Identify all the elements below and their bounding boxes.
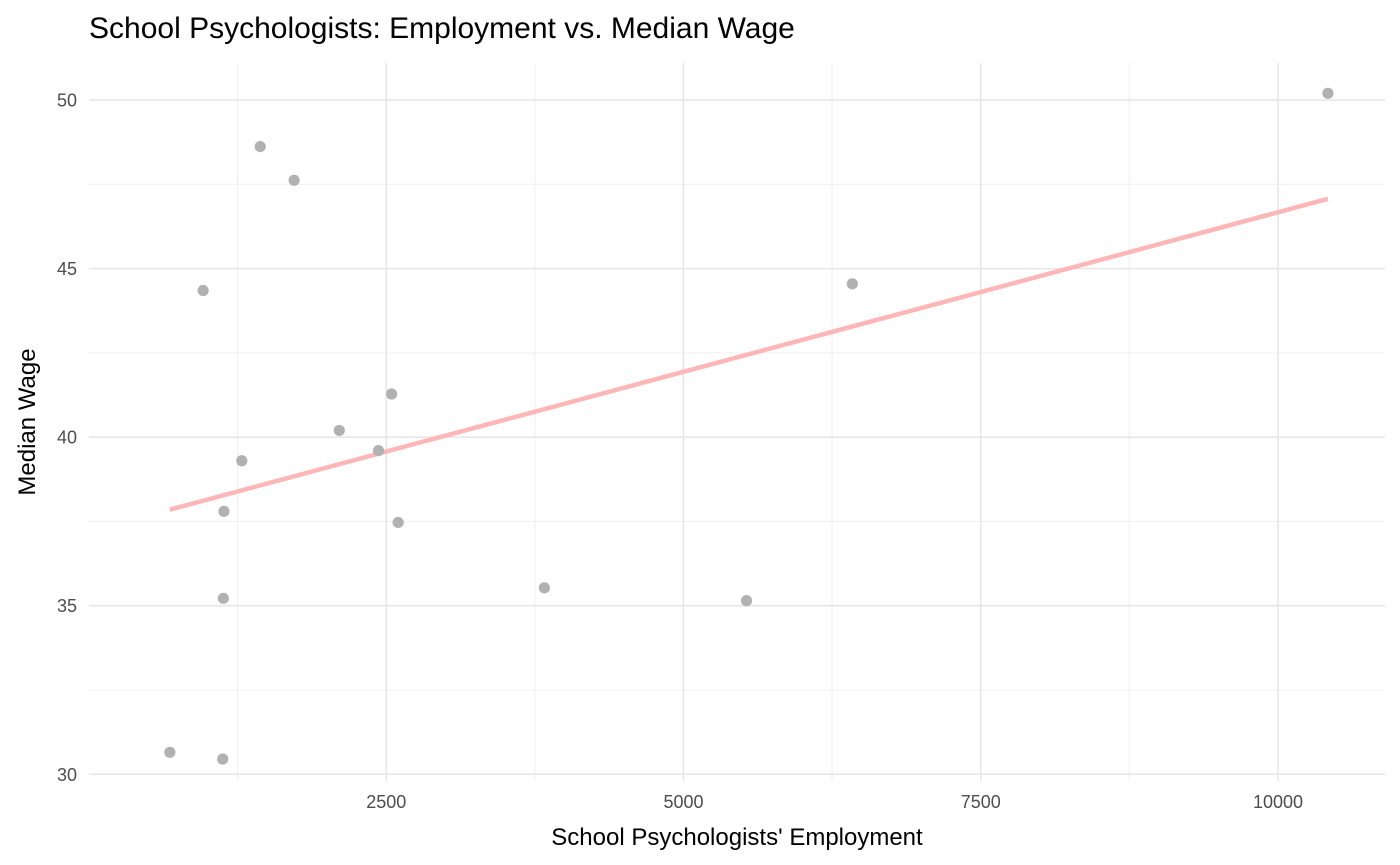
- y-tick-label-4: 50: [57, 91, 77, 111]
- y-axis-tick-labels: 30 35 40 45 50: [57, 91, 77, 785]
- y-tick-label-1: 35: [57, 596, 77, 616]
- data-point-5: [236, 455, 248, 467]
- y-tick-label-3: 45: [57, 259, 77, 279]
- data-point-9: [372, 445, 385, 457]
- x-axis-tick-labels: 2500 5000 7500 10000: [366, 792, 1303, 812]
- data-point-11: [392, 516, 404, 529]
- major-gridlines-x: [385, 63, 1279, 781]
- data-point-2: [197, 284, 209, 297]
- x-axis-label: School Psychologists' Employment: [551, 824, 923, 851]
- y-tick-label-0: 30: [57, 765, 77, 785]
- data-point-14: [846, 278, 858, 290]
- data-points: [164, 87, 1334, 765]
- chart-title: School Psychologists: Employment vs. Med…: [89, 12, 795, 45]
- data-point-0: [164, 746, 176, 758]
- x-tick-label-2: 7500: [961, 792, 1001, 812]
- minor-gridlines-x: [237, 63, 1130, 781]
- major-gridlines-y: [89, 99, 1385, 776]
- y-tick-label-2: 40: [57, 428, 77, 448]
- data-point-7: [217, 592, 229, 604]
- data-point-3: [254, 140, 266, 153]
- data-point-1: [217, 753, 229, 765]
- minor-gridlines-y: [89, 183, 1385, 691]
- data-point-8: [333, 424, 345, 437]
- data-point-13: [740, 595, 753, 607]
- data-point-4: [288, 174, 300, 186]
- x-tick-label-3: 10000: [1253, 792, 1303, 812]
- data-point-10: [385, 388, 398, 400]
- data-point-12: [538, 582, 550, 594]
- trend-line: [169, 196, 1329, 512]
- data-point-15: [1322, 87, 1334, 99]
- y-axis-label: Median Wage: [14, 348, 41, 495]
- x-tick-label-0: 2500: [366, 792, 406, 812]
- trend-line-group: [169, 196, 1329, 512]
- x-tick-label-1: 5000: [663, 792, 703, 812]
- data-point-6: [218, 505, 230, 517]
